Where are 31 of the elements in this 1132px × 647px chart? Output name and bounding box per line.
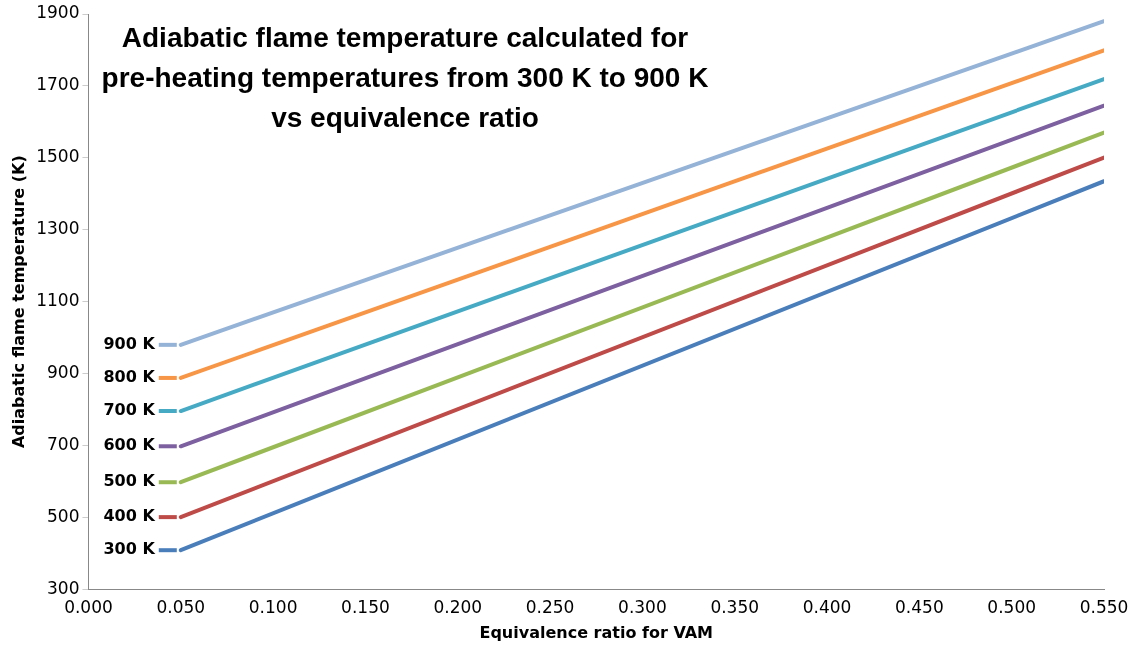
x-tick-label: 0.250 [525,597,575,618]
y-tick-label: 1300 [36,218,80,239]
legend-label: 300 K [103,539,156,559]
x-tick-label: 0.400 [802,597,852,618]
y-axis-title: Adiabatic flame temperature (K) [8,155,28,449]
legend-label: 700 K [103,400,156,420]
x-tick-label: 0.550 [1079,597,1129,618]
x-tick-label: 0.200 [433,597,483,618]
x-tick-label: 0.300 [618,597,667,618]
legend-label: 900 K [103,334,156,354]
y-tick-label: 1700 [36,74,80,95]
legend-label: 800 K [103,367,156,387]
x-tick-label: 0.350 [710,597,760,618]
y-tick-label: 700 [47,433,80,454]
legend-label: 500 K [103,471,156,491]
y-tick-label: 300 [47,577,80,598]
x-tick-label: 0.000 [64,597,113,618]
x-axis-title: Equivalence ratio for VAM [479,622,713,642]
x-tick-label: 0.150 [341,597,390,618]
legend-label: 600 K [103,435,156,455]
x-tick-label: 0.450 [895,597,944,618]
y-tick-label: 1900 [36,2,80,23]
x-tick-label: 0.100 [248,597,298,618]
y-tick-label: 1100 [36,290,80,311]
y-tick-label: 500 [47,505,80,526]
y-tick-label: 1500 [36,146,80,167]
x-tick-label: 0.500 [987,597,1037,618]
text: Adiabatic flame temperature calculated for pre-heating temperatures from 300 K to 900 K vs equivalence ratio [100,21,710,135]
x-tick-label: 0.050 [156,597,206,618]
legend-label: 400 K [103,506,156,526]
y-tick-label: 900 [47,362,80,383]
